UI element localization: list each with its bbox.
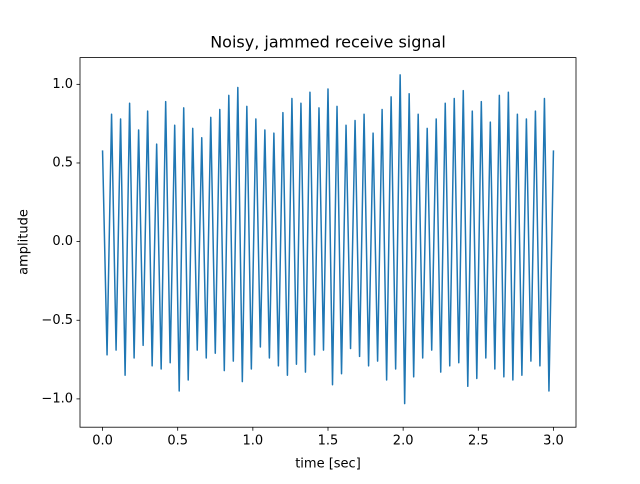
x-tick-label: 0.5 (167, 434, 188, 449)
signal-line (101, 74, 555, 405)
y-tick-label: −1.0 (41, 391, 73, 406)
x-tick-label: 0.0 (92, 434, 113, 449)
x-tick-label: 2.5 (468, 434, 489, 449)
x-tick-label: 1.5 (318, 434, 339, 449)
y-tick-label: 0.0 (52, 234, 73, 249)
y-tick-label: 1.0 (52, 77, 73, 92)
x-axis-label: time [sec] (295, 457, 361, 472)
x-tick-label: 2.0 (393, 434, 414, 449)
chart-title: Noisy, jammed receive signal (210, 33, 446, 52)
plot-frame (79, 57, 577, 428)
y-axis-label: amplitude (17, 209, 32, 275)
x-tick-label: 3.0 (543, 434, 564, 449)
y-tick-label: −0.5 (41, 313, 73, 328)
x-tick-label: 1.0 (243, 434, 264, 449)
y-tick-label: 0.5 (52, 155, 73, 170)
